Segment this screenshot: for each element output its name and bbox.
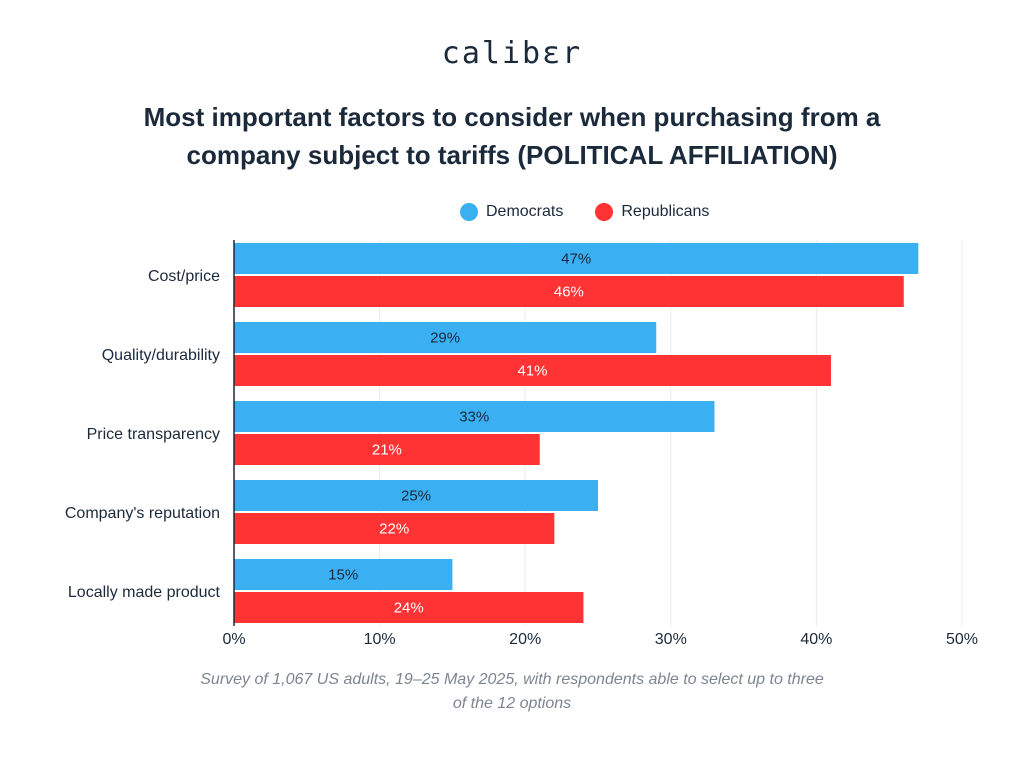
bar-republicans-1 <box>234 355 831 386</box>
category-label-4: Locally made product <box>68 584 221 601</box>
legend-label-democrats: Democrats <box>486 203 564 220</box>
survey-footnote: Survey of 1,067 US adults, 19–25 May 202… <box>200 671 824 712</box>
bar-republicans-2 <box>234 434 540 465</box>
bar-republicans-0 <box>234 276 904 307</box>
data-label-democrats-3: 25% <box>401 488 431 505</box>
legend: Democrats Republicans <box>460 200 741 224</box>
bar-democrats-1 <box>234 322 657 353</box>
legend-swatch-republicans <box>595 203 614 221</box>
bar-republicans-3 <box>234 513 555 544</box>
data-label-republicans-3: 22% <box>379 521 409 538</box>
bar-democrats-0 <box>234 243 919 274</box>
data-label-republicans-1: 41% <box>517 363 547 380</box>
x-tick-label-40: 40% <box>800 631 832 648</box>
chart-title: Most important factors to consider when … <box>143 102 881 170</box>
category-label-0: Cost/price <box>148 268 220 285</box>
data-label-republicans-4: 24% <box>394 600 424 617</box>
legend-item-republicans: Republicans <box>595 203 709 221</box>
category-label-2: Price transparency <box>87 426 220 443</box>
bar-democrats-2 <box>234 401 715 432</box>
data-label-democrats-4: 15% <box>328 567 358 584</box>
category-label-3: Company's reputation <box>65 505 220 522</box>
bar-republicans-4 <box>234 592 584 623</box>
bar-democrats-3 <box>234 480 598 511</box>
data-label-democrats-1: 29% <box>430 330 460 347</box>
legend-label-republicans: Republicans <box>621 203 710 220</box>
x-tick-label-50: 50% <box>946 631 978 648</box>
data-label-democrats-0: 47% <box>561 251 591 268</box>
category-label-1: Quality/durability <box>102 347 220 364</box>
x-tick-label-0: 0% <box>222 631 245 648</box>
bar-democrats-4 <box>234 559 453 590</box>
x-tick-label-30: 30% <box>655 631 687 648</box>
data-label-republicans-0: 46% <box>554 284 584 301</box>
calibr-logo: calibεr <box>441 36 583 71</box>
data-label-democrats-2: 33% <box>459 409 489 426</box>
legend-item-democrats: Democrats <box>460 203 563 221</box>
x-tick-label-20: 20% <box>509 631 541 648</box>
x-tick-label-10: 10% <box>364 631 396 648</box>
legend-swatch-democrats <box>460 203 478 221</box>
data-label-republicans-2: 21% <box>372 442 402 459</box>
